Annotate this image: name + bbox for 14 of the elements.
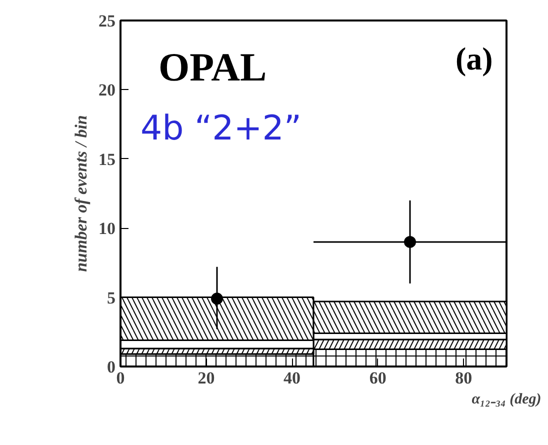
y-tick-label: 10	[98, 219, 116, 238]
x-tick-label: 80	[455, 368, 472, 388]
x-tick-label: 60	[369, 368, 386, 388]
y-tick-label: 25	[98, 12, 116, 30]
x-tick-label: 20	[198, 368, 215, 388]
y-tick-label: 15	[98, 150, 116, 169]
y-axis-title: number of events / bin	[72, 115, 90, 272]
x-axis-title: α₁₂₋₃₄ (deg)	[472, 392, 542, 408]
annotation: 4b “2+2”	[140, 108, 302, 148]
y-tick-label: 5	[107, 288, 116, 308]
x-tick-label: 40	[284, 368, 301, 388]
annotation: OPAL	[158, 44, 267, 90]
y-tick-label: 20	[98, 80, 116, 100]
annotation: (a)	[456, 40, 493, 76]
